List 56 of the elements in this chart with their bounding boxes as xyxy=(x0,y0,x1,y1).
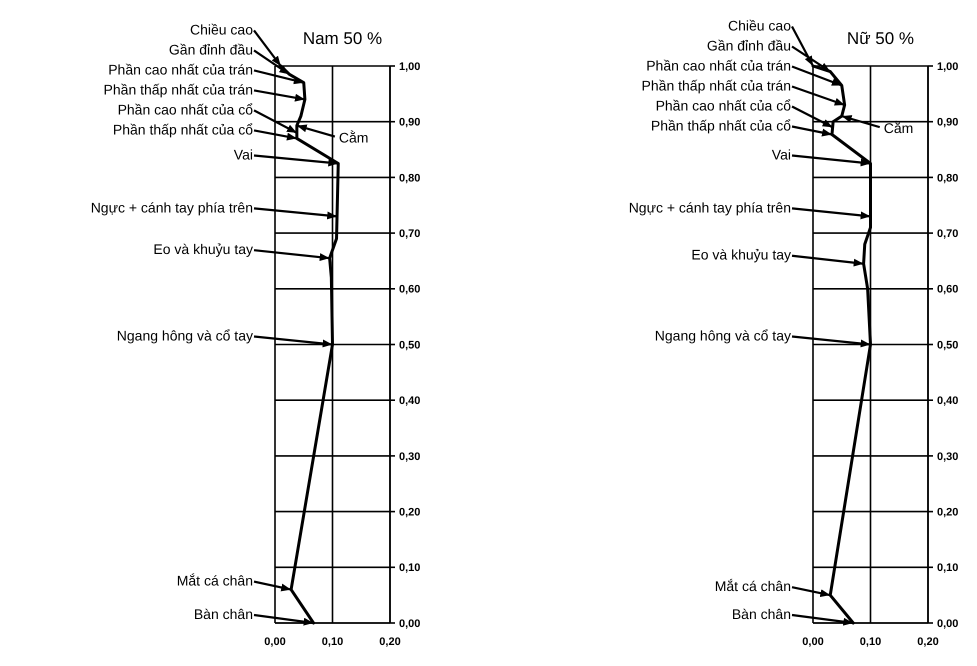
y-tick-label: 0,30 xyxy=(937,450,958,463)
y-tick-label: 0,40 xyxy=(937,395,958,408)
y-tick-label: 0,10 xyxy=(937,562,958,574)
y-tick-label: 0,60 xyxy=(399,284,420,296)
annotation: Phần thấp nhất của cổ xyxy=(112,121,254,138)
annotation: Eo và khuỷu tay xyxy=(691,246,791,263)
annotation: Ngực + cánh tay phía trên xyxy=(628,199,791,216)
y-tick-label: 0,50 xyxy=(399,339,420,352)
annotation: Ngang hông và cổ tay xyxy=(116,328,253,344)
annotation: Chiều cao xyxy=(190,21,254,38)
chart-title: Nam 50 % xyxy=(302,29,382,48)
annotation: Gần đỉnh đầu xyxy=(706,38,791,54)
y-tick-label: 0,20 xyxy=(399,506,420,518)
annotation: Mắt cá chân xyxy=(176,572,253,589)
annotation: Cằm xyxy=(338,130,368,146)
y-tick-label: 0,30 xyxy=(399,450,420,463)
annotation: Gần đỉnh đầu xyxy=(168,41,253,58)
y-tick-label: 1,00 xyxy=(399,60,420,73)
annotation: Phần cao nhất của trán xyxy=(108,61,253,78)
annotation: Vai xyxy=(772,146,791,162)
y-tick-label: 0,80 xyxy=(399,172,420,184)
y-tick-label: 0,90 xyxy=(937,116,958,129)
y-tick-label: 0,20 xyxy=(937,506,958,518)
annotation: Chiều cao xyxy=(728,18,792,34)
y-tick-label: 0,50 xyxy=(937,339,958,352)
y-tick-label: 0,60 xyxy=(937,284,958,296)
annotation: Phần thấp nhất của trán xyxy=(642,78,791,94)
annotation: Eo và khuỷu tay xyxy=(153,241,253,258)
y-tick-label: 0,10 xyxy=(399,562,420,574)
annotation: Phần thấp nhất của trán xyxy=(104,81,253,98)
y-tick-label: 0,40 xyxy=(399,395,420,408)
y-tick-label: 1,00 xyxy=(937,60,958,73)
x-tick-label: 0,10 xyxy=(860,636,882,648)
annotation: Vai xyxy=(234,146,253,162)
annotation: Bàn chân xyxy=(732,606,791,622)
annotation: Phần cao nhất của trán xyxy=(646,58,791,74)
annotation: Ngực + cánh tay phía trên xyxy=(90,199,253,216)
x-tick-label: 0,00 xyxy=(264,636,286,648)
y-tick-label: 0,70 xyxy=(399,228,420,240)
annotation: Mắt cá chân xyxy=(714,578,791,594)
y-tick-label: 0,90 xyxy=(399,116,420,129)
annotation: Cằm xyxy=(884,120,914,136)
x-tick-label: 0,20 xyxy=(379,636,401,648)
x-tick-label: 0,20 xyxy=(917,636,939,648)
y-tick-label: 0,00 xyxy=(937,618,958,630)
annotation: Phần cao nhất của cổ xyxy=(118,101,254,118)
chart-title: Nữ 50 % xyxy=(846,29,914,48)
x-tick-label: 0,10 xyxy=(322,636,344,648)
y-tick-label: 0,00 xyxy=(399,618,420,630)
annotation: Phần cao nhất của cổ xyxy=(656,98,792,114)
annotation: Bàn chân xyxy=(194,606,253,622)
annotation: Ngang hông và cổ tay xyxy=(654,328,791,344)
annotation: Phần thấp nhất của cổ xyxy=(650,118,792,134)
y-tick-label: 0,70 xyxy=(937,228,958,240)
x-tick-label: 0,00 xyxy=(802,636,824,648)
y-tick-label: 0,80 xyxy=(937,172,958,184)
